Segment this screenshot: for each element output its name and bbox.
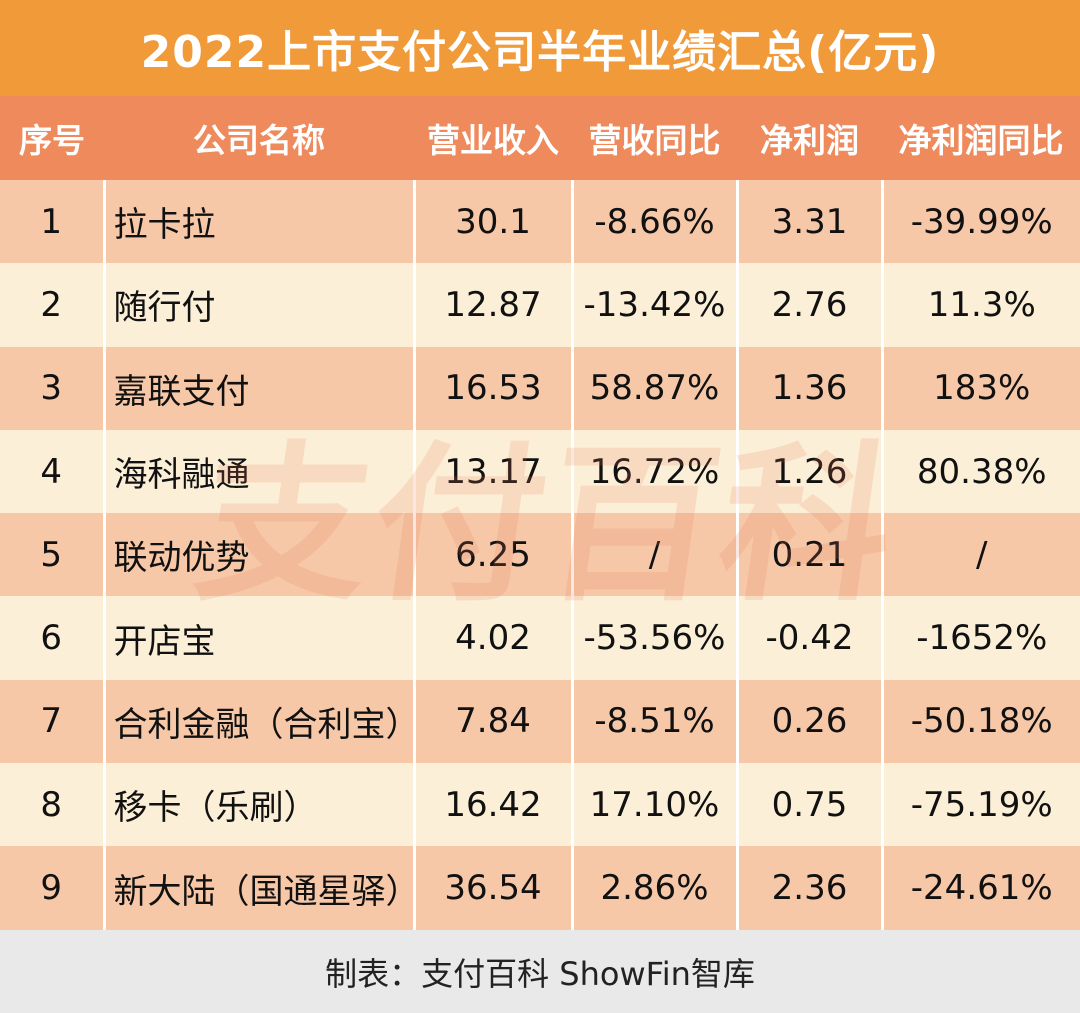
cell-revenue: 30.1 xyxy=(412,180,572,264)
header-cell-revenue-yoy: 营收同比 xyxy=(588,121,721,160)
cell-revenue: 12.87 xyxy=(412,263,572,347)
cell-revenue: 7.84 xyxy=(412,679,572,764)
header-cell-name: 公司名称 xyxy=(193,121,325,160)
cell-net-profit-yoy: -75.19% xyxy=(880,763,1080,847)
cell-net-profit: 0.26 xyxy=(735,679,882,764)
cell-net-profit: 1.36 xyxy=(735,346,882,430)
cell-net-profit: 3.31 xyxy=(735,180,882,264)
table-row: 8 移卡（乐刷） 16.42 17.10% 0.75 -75.19% xyxy=(0,763,1080,847)
cell-net-profit-yoy: -39.99% xyxy=(880,180,1080,264)
table-row: 2 随行付 12.87 -13.42% 2.76 11.3% xyxy=(0,263,1080,347)
header-cell-no: 序号 xyxy=(19,121,85,160)
cell-company-name: 随行付 xyxy=(102,263,414,347)
cell-net-profit: -0.42 xyxy=(735,596,882,680)
source-footer: 制表：支付百科 ShowFin智库 xyxy=(325,954,755,993)
cell-revenue: 6.25 xyxy=(412,513,572,597)
table-row: 5 联动优势 6.25 / 0.21 / xyxy=(0,513,1080,597)
cell-net-profit: 0.21 xyxy=(735,513,882,597)
cell-net-profit: 1.26 xyxy=(735,429,882,514)
cell-revenue: 16.42 xyxy=(412,763,572,847)
cell-net-profit-yoy: -24.61% xyxy=(880,846,1080,930)
header-cell-net-profit: 净利润 xyxy=(760,121,859,160)
cell-company-name: 新大陆（国通星驿） xyxy=(102,846,414,930)
cell-no: 9 xyxy=(0,846,104,930)
table-row: 4 海科融通 13.17 16.72% 1.26 80.38% xyxy=(0,429,1080,514)
cell-revenue-yoy: -53.56% xyxy=(570,596,737,680)
cell-revenue: 13.17 xyxy=(412,429,572,514)
header-row: 序号 公司名称 营业收入 营收同比 净利润 净利润同比 xyxy=(0,96,1080,180)
cell-no: 4 xyxy=(0,429,104,514)
cell-net-profit-yoy: 80.38% xyxy=(880,429,1080,514)
cell-no: 5 xyxy=(0,513,104,597)
cell-no: 2 xyxy=(0,263,104,347)
cell-no: 3 xyxy=(0,346,104,430)
performance-table: 序号 公司名称 营业收入 营收同比 净利润 净利润同比 1 拉卡拉 30.1 -… xyxy=(0,96,1080,930)
cell-net-profit: 0.75 xyxy=(735,763,882,847)
table-row: 1 拉卡拉 30.1 -8.66% 3.31 -39.99% xyxy=(0,180,1080,264)
cell-revenue-yoy: -8.66% xyxy=(570,180,737,264)
cell-no: 8 xyxy=(0,763,104,847)
cell-net-profit-yoy: -1652% xyxy=(880,596,1080,680)
cell-no: 1 xyxy=(0,180,104,264)
cell-net-profit: 2.76 xyxy=(735,263,882,347)
cell-revenue-yoy: -13.42% xyxy=(570,263,737,347)
cell-company-name: 移卡（乐刷） xyxy=(102,763,414,847)
table-row: 9 新大陆（国通星驿） 36.54 2.86% 2.36 -24.61% xyxy=(0,846,1080,930)
cell-revenue-yoy: -8.51% xyxy=(570,679,737,764)
cell-revenue-yoy: / xyxy=(570,513,737,597)
cell-company-name: 海科融通 xyxy=(102,429,414,514)
cell-no: 7 xyxy=(0,679,104,764)
cell-net-profit-yoy: 183% xyxy=(880,346,1080,430)
cell-company-name: 联动优势 xyxy=(102,513,414,597)
table-row: 7 合利金融（合利宝） 7.84 -8.51% 0.26 -50.18% xyxy=(0,679,1080,764)
cell-company-name: 开店宝 xyxy=(102,596,414,680)
cell-company-name: 合利金融（合利宝） xyxy=(102,679,414,764)
header-cell-net-profit-yoy: 净利润同比 xyxy=(898,121,1064,160)
cell-revenue: 36.54 xyxy=(412,846,572,930)
cell-revenue: 4.02 xyxy=(412,596,572,680)
cell-revenue: 16.53 xyxy=(412,346,572,430)
header-cell-revenue: 营业收入 xyxy=(427,121,559,160)
table-title: 2022上市支付公司半年业绩汇总(亿元) xyxy=(0,0,1080,96)
cell-no: 6 xyxy=(0,596,104,680)
cell-net-profit-yoy: / xyxy=(880,513,1080,597)
cell-revenue-yoy: 58.87% xyxy=(570,346,737,430)
cell-revenue-yoy: 16.72% xyxy=(570,429,737,514)
cell-net-profit-yoy: -50.18% xyxy=(880,679,1080,764)
cell-net-profit: 2.36 xyxy=(735,846,882,930)
table-row: 3 嘉联支付 16.53 58.87% 1.36 183% xyxy=(0,346,1080,430)
table-row: 6 开店宝 4.02 -53.56% -0.42 -1652% xyxy=(0,596,1080,680)
cell-company-name: 嘉联支付 xyxy=(102,346,414,430)
cell-revenue-yoy: 17.10% xyxy=(570,763,737,847)
cell-net-profit-yoy: 11.3% xyxy=(880,263,1080,347)
cell-revenue-yoy: 2.86% xyxy=(570,846,737,930)
cell-company-name: 拉卡拉 xyxy=(102,180,414,264)
